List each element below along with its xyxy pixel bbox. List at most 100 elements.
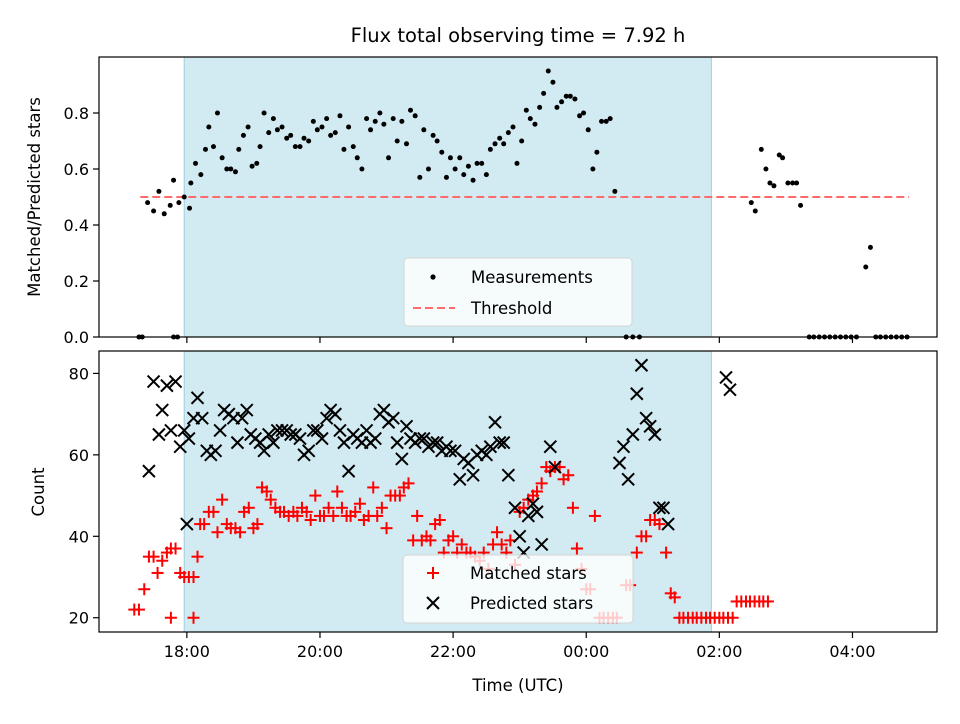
measurement-point [279, 124, 285, 130]
measurement-point [266, 130, 272, 136]
measurement-point [297, 144, 303, 150]
predicted-star-point [213, 423, 227, 438]
measurement-point [193, 160, 199, 166]
y-tick-label: 0.4 [64, 216, 89, 235]
measurement-point [319, 124, 325, 130]
matched-star-point [198, 518, 211, 531]
predicted-star-point [719, 370, 733, 385]
matched-star-point [447, 530, 460, 543]
measurement-point [161, 211, 167, 217]
matched-star-point [371, 509, 384, 522]
measurement-point [228, 166, 234, 172]
matched-star-point [207, 505, 220, 518]
predicted-star-point [262, 427, 276, 442]
predicted-star-point [534, 537, 549, 552]
measurement-point [599, 118, 605, 124]
measurement-point [145, 200, 151, 206]
matched-star-point [455, 538, 468, 551]
measurement-point [310, 118, 316, 124]
matched-star-point [349, 505, 362, 518]
matched-star-point [588, 509, 601, 522]
predicted-star-point [368, 431, 382, 446]
predicted-star-point [164, 423, 178, 438]
measurement-point [292, 144, 298, 150]
measurement-point [514, 160, 520, 166]
measurement-point [381, 121, 387, 127]
predicted-star-point [208, 444, 223, 458]
measurement-point [198, 172, 204, 178]
matched-star-point [291, 509, 304, 522]
matched-star-point [147, 550, 160, 563]
bottom-legend-box [402, 554, 634, 624]
measurement-point [470, 177, 476, 183]
measurement-point [537, 104, 543, 110]
predicted-star-point [526, 497, 540, 511]
measurement-point [483, 172, 489, 178]
measurement-point [767, 180, 773, 186]
legend-measurements-marker [430, 274, 436, 280]
matched-star-point [630, 546, 643, 559]
measurement-point [554, 104, 560, 110]
measurement-point [563, 93, 569, 99]
top-panel: 0.00.20.40.60.8 Matched/Predicted stars … [25, 56, 938, 347]
predicted-star-point [230, 435, 245, 450]
measurement-point [763, 166, 769, 172]
matched-star-point [668, 591, 681, 604]
predicted-star-point [319, 411, 334, 425]
predicted-star-point [483, 439, 498, 454]
matched-star-point [375, 501, 388, 514]
measurement-point [421, 127, 427, 133]
matched-star-point [300, 505, 313, 518]
measurement-point [545, 68, 551, 74]
matched-star-point [411, 509, 424, 522]
predicted-star-point [656, 501, 671, 515]
predicted-star-point [333, 423, 347, 438]
matched-star-point [309, 489, 322, 502]
measurement-point [328, 132, 334, 138]
predicted-star-point [634, 358, 649, 372]
predicted-star-point [293, 431, 307, 446]
measurement-point [341, 146, 347, 152]
measurement-point [202, 146, 208, 152]
y-tick-label: 0.8 [64, 104, 89, 123]
matched-star-point [562, 469, 575, 482]
predicted-star-point [521, 509, 536, 523]
measurement-point [572, 96, 578, 102]
measurement-point [581, 110, 587, 116]
measurement-point [386, 155, 392, 161]
measurement-point [452, 166, 458, 172]
y-tick-label: 60 [69, 446, 89, 465]
measurement-point [594, 149, 600, 155]
predicted-star-point [430, 435, 444, 450]
x-tick-label: 18:00 [164, 642, 210, 661]
measurement-point [532, 121, 538, 127]
measurement-point [523, 107, 529, 113]
measurement-point [758, 146, 764, 152]
measurement-point [527, 116, 533, 122]
measurement-point [567, 93, 573, 99]
matched-star-point [331, 485, 344, 498]
matched-star-point [187, 571, 200, 584]
measurement-point [748, 200, 754, 206]
matched-star-point [169, 542, 182, 555]
matched-star-point [761, 595, 774, 608]
measurement-point [206, 124, 212, 130]
bottom-x-ticks: 18:00 20:00 22:00 00:00 02:00 04:00 [164, 632, 876, 661]
measurement-point [236, 146, 242, 152]
predicted-star-point [310, 423, 325, 438]
measurement-point [603, 118, 609, 124]
measurement-point [151, 208, 157, 214]
predicted-star-point [177, 423, 191, 438]
measurement-point [461, 172, 467, 178]
predicted-star-point [612, 456, 627, 470]
measurement-point [219, 155, 225, 161]
bottom-y-ticks: 20 40 60 80 [69, 364, 99, 628]
x-tick-label: 04:00 [829, 642, 875, 661]
top-y-ticks: 0.0 0.2 0.4 0.6 0.8 [64, 104, 99, 347]
predicted-star-point [235, 411, 249, 425]
measurement-point [425, 166, 431, 172]
measurement-point [257, 144, 263, 150]
matched-star-point [653, 518, 666, 531]
